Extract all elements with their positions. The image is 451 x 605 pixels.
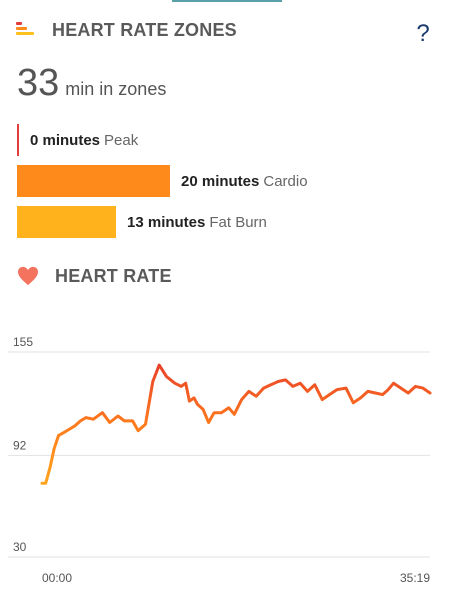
total-zone-minutes: 33	[17, 62, 60, 104]
heart-rate-line	[40, 363, 432, 485]
zone-bar	[17, 124, 19, 156]
zone-label: 20 minutes Cardio	[181, 173, 308, 190]
zone-row-fat-burn: 13 minutes Fat Burn	[17, 206, 267, 238]
total-zone-suffix: min in zones	[65, 79, 167, 99]
heart-rate-chart: 155 92 30 00:00 35:19	[0, 330, 451, 600]
zone-bar	[17, 206, 116, 238]
zone-minutes: 13 minutes	[127, 213, 206, 231]
y-tick-label: 92	[13, 438, 27, 452]
zones-summary: 33 min in zones	[17, 62, 166, 105]
heart-icon	[18, 266, 38, 286]
heart-rate-title: HEART RATE	[55, 266, 172, 286]
zone-name: Cardio	[263, 172, 308, 190]
x-tick-label: 35:19	[400, 571, 430, 585]
zone-label: 0 minutes Peak	[30, 132, 138, 149]
zone-row-peak: 0 minutes Peak	[17, 124, 138, 156]
zone-label: 13 minutes Fat Burn	[127, 214, 267, 231]
x-tick-label: 00:00	[42, 571, 72, 585]
zone-minutes: 20 minutes	[181, 172, 260, 190]
top-accent-line	[172, 0, 282, 2]
heart-rate-zones-title: HEART RATE ZONES	[52, 20, 237, 40]
y-tick-label: 30	[13, 540, 27, 554]
heart-rate-zones-icon	[16, 22, 36, 36]
heart-rate-chart-svg: 155 92 30 00:00 35:19	[8, 335, 432, 585]
zone-minutes: 0 minutes	[30, 131, 101, 149]
zone-name: Peak	[104, 131, 139, 149]
y-tick-label: 155	[13, 335, 33, 349]
help-icon[interactable]: ?	[416, 20, 430, 47]
zone-name: Fat Burn	[209, 213, 267, 231]
zone-bar	[17, 165, 170, 197]
zone-row-cardio: 20 minutes Cardio	[17, 165, 308, 197]
